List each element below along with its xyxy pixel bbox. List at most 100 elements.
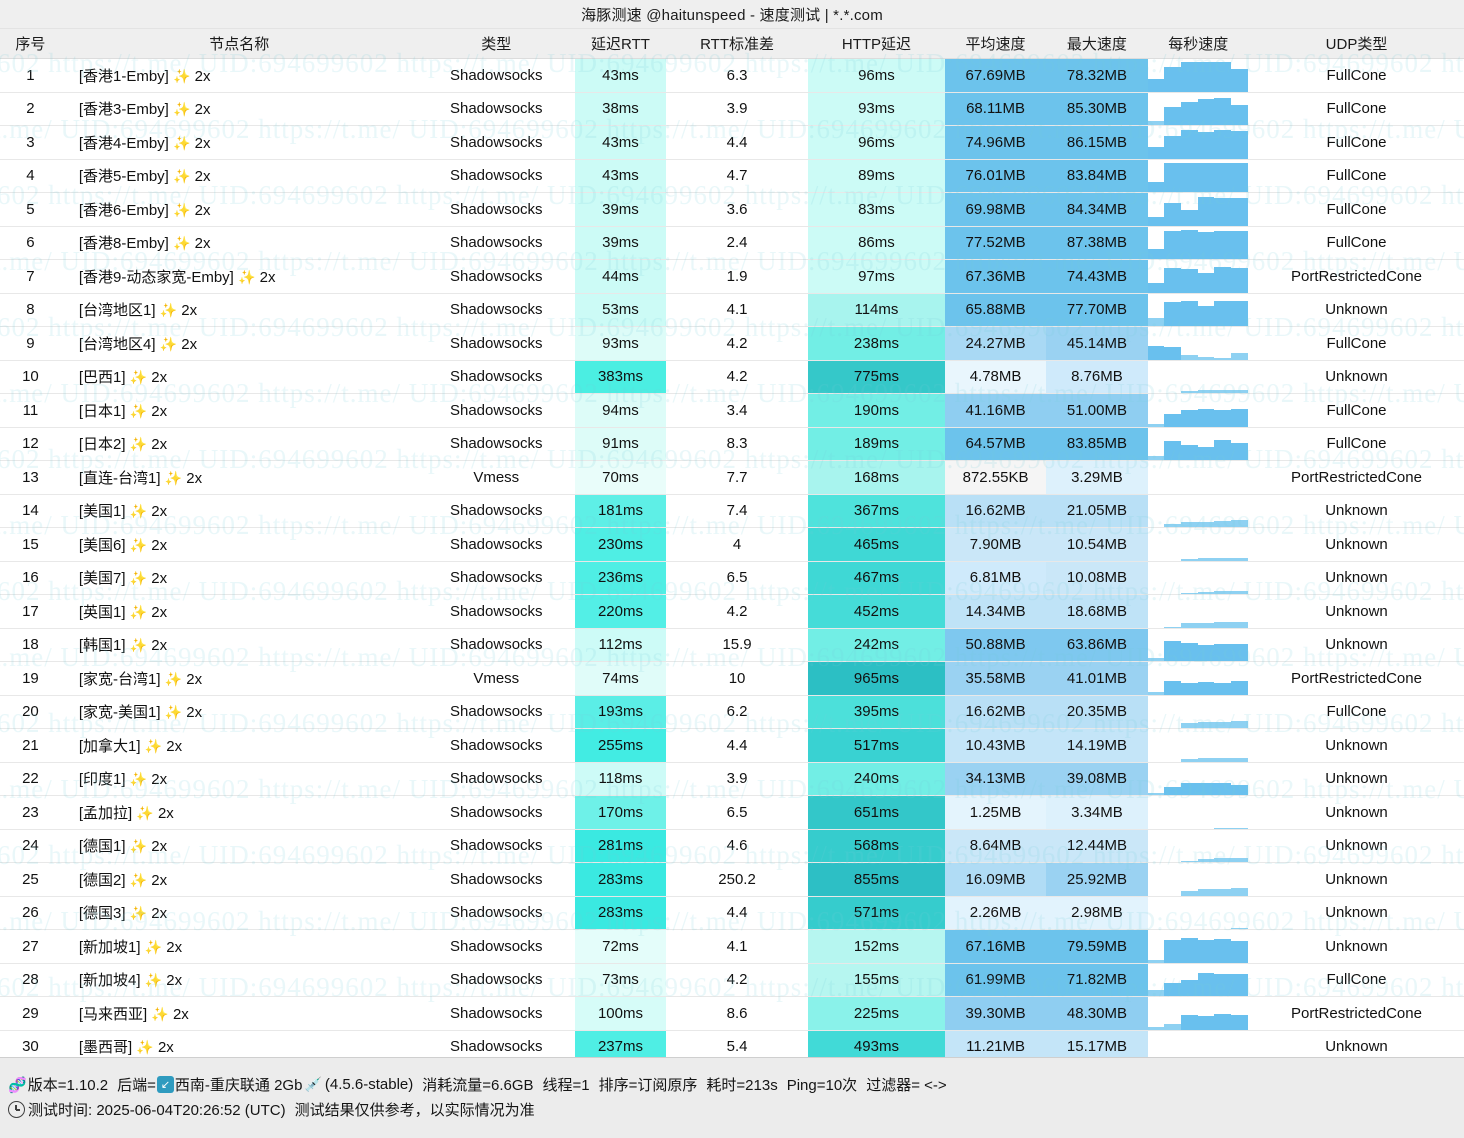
column-header-rtt[interactable]: 延迟RTT — [574, 29, 667, 59]
cell-http-delay: 568ms — [808, 829, 945, 863]
column-header-type[interactable]: 类型 — [417, 29, 575, 59]
sparkline-bar — [1230, 827, 1248, 829]
table-row[interactable]: 22 [印度1] ✨ 2x Shadowsocks 118ms 3.9 240ms 34.1… — [0, 762, 1464, 796]
column-header-rtt-stddev[interactable]: RTT标准差 — [666, 29, 809, 59]
column-header-node-name[interactable]: 节点名称 — [60, 29, 418, 59]
cell-protocol-type: Shadowsocks — [417, 326, 575, 361]
node-name-text: [家宽-美国1] — [78, 704, 165, 722]
table-row[interactable]: 14 [美国1] ✨ 2x Shadowsocks 181ms 7.4 367ms 16.6… — [0, 494, 1464, 528]
cell-udp-type: Unknown — [1249, 762, 1464, 796]
cell-max-speed: 18.68MB — [1046, 594, 1148, 629]
cell-index: 24 — [0, 829, 61, 863]
column-header-http-delay[interactable]: HTTP延迟 — [808, 29, 945, 59]
table-row[interactable]: 28 [新加坡4] ✨ 2x Shadowsocks 73ms 4.2 155ms 61.9… — [0, 963, 1464, 997]
node-name-text: [英国1] — [78, 603, 130, 621]
sparkles-icon: ✨ — [238, 268, 256, 285]
sparkline-bar — [1230, 557, 1248, 561]
sparkline-bar — [1147, 959, 1165, 963]
cell-max-speed: 20.35MB — [1046, 695, 1148, 729]
sparkline-bar — [1197, 306, 1215, 326]
cell-http-delay: 452ms — [808, 594, 945, 629]
node-name-text: [德国3] — [78, 905, 130, 923]
table-row[interactable]: 7 [香港9-动态家宽-Emby] ✨ 2x Shadowsocks 44ms 1.9 9… — [0, 259, 1464, 294]
cell-protocol-type: Shadowsocks — [417, 159, 575, 193]
sparkline-bar — [1214, 390, 1231, 393]
test-time: 测试时间: 2025-06-04T20:26:52 (UTC) — [28, 1102, 286, 1119]
table-row[interactable]: 17 [英国1] ✨ 2x Shadowsocks 220ms 4.2 452ms 14.3… — [0, 594, 1464, 629]
table-row[interactable]: 30 [墨西哥] ✨ 2x Shadowsocks 237ms 5.4 493ms 11.2… — [0, 1030, 1464, 1057]
node-name-text: [德国1] — [78, 838, 130, 856]
column-header-avg-speed[interactable]: 平均速度 — [944, 29, 1047, 59]
cell-speed-sparkline — [1147, 494, 1249, 528]
table-row[interactable]: 26 [德国3] ✨ 2x Shadowsocks 283ms 4.4 571ms 2.26… — [0, 896, 1464, 930]
table-row[interactable]: 9 [台湾地区4] ✨ 2x Shadowsocks 93ms 4.2 238ms 24.2… — [0, 326, 1464, 361]
table-row[interactable]: 24 [德国1] ✨ 2x Shadowsocks 281ms 4.6 568ms 8.64… — [0, 829, 1464, 863]
table-row[interactable]: 29 [马来西亚] ✨ 2x Shadowsocks 100ms 8.6 225ms 39.… — [0, 996, 1464, 1031]
table-row[interactable]: 6 [香港8-Emby] ✨ 2x Shadowsocks 39ms 2.4 86ms 77… — [0, 226, 1464, 260]
cell-protocol-type: Shadowsocks — [417, 996, 575, 1031]
table-row[interactable]: 4 [香港5-Emby] ✨ 2x Shadowsocks 43ms 4.7 89ms 76… — [0, 159, 1464, 193]
table-row[interactable]: 3 [香港4-Emby] ✨ 2x Shadowsocks 43ms 4.4 96ms 74… — [0, 125, 1464, 160]
cell-udp-type: FullCone — [1249, 58, 1464, 93]
column-header-speed-per-second[interactable]: 每秒速度 — [1147, 29, 1249, 59]
sparkline-chart — [1147, 93, 1248, 125]
cell-index: 9 — [0, 326, 61, 361]
table-row[interactable]: 23 [孟加拉] ✨ 2x Shadowsocks 170ms 6.5 651ms 1.25… — [0, 795, 1464, 830]
cell-protocol-type: Shadowsocks — [417, 929, 575, 964]
window-titlebar: 海豚测速 @haitunspeed - 速度测试 | *.*.com — [0, 0, 1464, 29]
table-row[interactable]: 25 [德国2] ✨ 2x Shadowsocks 283ms 250.2 855ms 16… — [0, 862, 1464, 897]
table-row[interactable]: 12 [日本2] ✨ 2x Shadowsocks 91ms 8.3 189ms 64.57… — [0, 427, 1464, 461]
sparkline-chart — [1147, 227, 1248, 259]
sparkles-icon: ✨ — [129, 637, 148, 654]
sparkline-bar — [1214, 61, 1231, 92]
table-row[interactable]: 27 [新加坡1] ✨ 2x Shadowsocks 72ms 4.1 152ms 67.1… — [0, 929, 1464, 964]
table-row[interactable]: 20 [家宽-美国1] ✨ 2x Shadowsocks 193ms 6.2 395ms 1… — [0, 695, 1464, 729]
sparkline-bar — [1147, 456, 1165, 460]
sparkline-chart — [1148, 864, 1248, 896]
cell-rtt-stddev: 4.6 — [666, 829, 809, 863]
table-row[interactable]: 2 [香港3-Emby] ✨ 2x Shadowsocks 38ms 3.9 93ms 68… — [0, 92, 1464, 126]
cell-speed-sparkline — [1147, 192, 1249, 227]
column-header-udp-type[interactable]: UDP类型 — [1249, 29, 1464, 59]
cell-speed-sparkline — [1147, 58, 1249, 93]
column-header-index[interactable]: 序号 — [0, 29, 61, 59]
sparkline-chart — [1148, 730, 1248, 762]
cell-http-delay: 190ms — [808, 393, 945, 428]
table-row[interactable]: 15 [美国6] ✨ 2x Shadowsocks 230ms 4 465ms 7.90MB… — [0, 527, 1464, 562]
cell-rtt: 237ms — [574, 1030, 667, 1057]
sparkline-bar — [1180, 758, 1198, 762]
sparkles-icon: ✨ — [164, 469, 183, 486]
table-row[interactable]: 1 [香港1-Emby] ✨ 2x Shadowsocks 43ms 6.3 96ms 67… — [0, 58, 1464, 93]
table-row[interactable]: 13 [直连-台湾1] ✨ 2x Vmess 70ms 7.7 168ms 872.55KB… — [0, 460, 1464, 495]
node-multiplier: 2x — [190, 168, 211, 186]
sparkline-bar — [1230, 105, 1248, 125]
cell-udp-type: Unknown — [1249, 628, 1464, 662]
cell-http-delay: 96ms — [808, 125, 945, 160]
sparkline-bar — [1230, 267, 1248, 293]
sparkline-bar — [1230, 408, 1248, 427]
cell-node-name: [香港3-Emby] ✨ 2x — [60, 92, 418, 126]
sparkles-icon: ✨ — [144, 938, 163, 955]
sparkline-bar — [1180, 102, 1198, 125]
cell-max-speed: 77.70MB — [1046, 293, 1148, 327]
column-header-max-speed[interactable]: 最大速度 — [1046, 29, 1148, 59]
table-row[interactable]: 21 [加拿大1] ✨ 2x Shadowsocks 255ms 4.4 517ms 10.… — [0, 728, 1464, 763]
cell-node-name: [台湾地区4] ✨ 2x — [60, 326, 418, 361]
table-row[interactable]: 8 [台湾地区1] ✨ 2x Shadowsocks 53ms 4.1 114ms 65.8… — [0, 293, 1464, 327]
table-row[interactable]: 19 [家宽-台湾1] ✨ 2x Vmess 74ms 10 965ms 35.58MB 41… — [0, 661, 1464, 696]
table-row[interactable]: 16 [美国7] ✨ 2x Shadowsocks 236ms 6.5 467ms 6.81… — [0, 561, 1464, 595]
sparkline-bar — [1214, 827, 1231, 829]
cell-rtt-stddev: 5.4 — [666, 1030, 809, 1057]
cell-http-delay: 517ms — [808, 728, 945, 763]
sparkline-bar — [1197, 939, 1215, 963]
cell-speed-sparkline — [1147, 929, 1249, 964]
sparkline-bar — [1164, 302, 1181, 326]
table-row[interactable]: 11 [日本1] ✨ 2x Shadowsocks 94ms 3.4 190ms 41.16… — [0, 393, 1464, 428]
table-row[interactable]: 18 [韩国1] ✨ 2x Shadowsocks 112ms 15.9 242ms 50.… — [0, 628, 1464, 662]
table-row[interactable]: 5 [香港6-Emby] ✨ 2x Shadowsocks 39ms 3.6 83ms 69… — [0, 192, 1464, 227]
cell-http-delay: 467ms — [808, 561, 945, 595]
cell-avg-speed: 35.58MB — [944, 661, 1047, 696]
table-row[interactable]: 10 [巴西1] ✨ 2x Shadowsocks 383ms 4.2 775ms 4.78… — [0, 360, 1464, 394]
cell-http-delay: 114ms — [808, 293, 945, 327]
sparkline-bar — [1230, 858, 1248, 862]
